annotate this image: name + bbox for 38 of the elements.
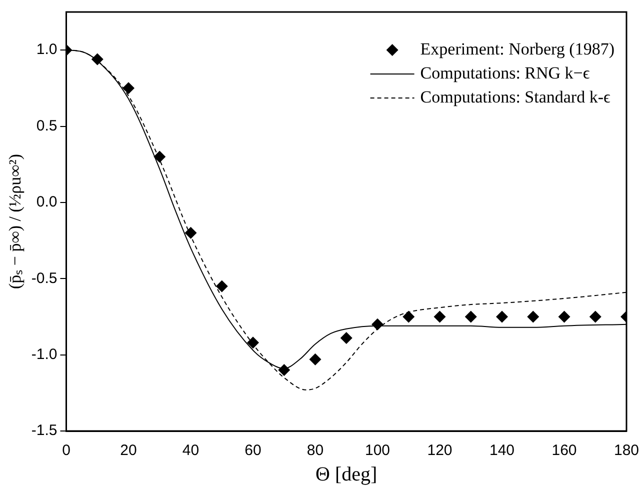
legend-label: Computations: Standard k-ϵ — [420, 87, 611, 106]
x-tick-label: 100 — [364, 442, 390, 460]
x-tick-label: 180 — [614, 442, 639, 460]
point — [246, 336, 259, 349]
point — [216, 280, 228, 292]
point — [402, 310, 415, 323]
x-tick-label: 20 — [120, 442, 137, 460]
y-tick-label: -1.5 — [31, 422, 58, 440]
point — [278, 364, 290, 376]
y-tick-label: 0.5 — [36, 117, 58, 134]
point — [434, 310, 446, 323]
y-tick-label: 1.0 — [36, 41, 58, 58]
x-tick-label: 160 — [552, 442, 577, 460]
y-tick-label: -0.5 — [31, 270, 58, 287]
x-tick-label: 0 — [62, 442, 70, 460]
x-axis-title: Θ [deg] — [316, 463, 378, 486]
y-axis-title: (p̄ₛ − p̄∞) / (½ρu∞²) — [6, 154, 25, 290]
point — [464, 310, 477, 323]
point — [91, 53, 104, 66]
point — [154, 150, 166, 163]
y-tick-label: 0.0 — [36, 194, 58, 211]
legend-label: Computations: RNG k−ϵ — [420, 63, 590, 82]
y-tick-label: -1.0 — [31, 346, 58, 363]
x-tick-label: 60 — [244, 442, 262, 460]
x-tick-label: 80 — [306, 442, 324, 460]
point — [122, 82, 134, 94]
point — [589, 310, 602, 323]
point — [309, 353, 322, 366]
point — [527, 310, 540, 323]
point — [496, 310, 508, 323]
point — [184, 226, 197, 239]
x-tick-label: 40 — [182, 442, 200, 460]
point — [340, 332, 352, 344]
point — [371, 318, 384, 330]
legend-label: Experiment: Norberg (1987) — [420, 39, 614, 58]
x-tick-label: 140 — [489, 442, 515, 460]
x-tick-label: 120 — [427, 442, 452, 460]
point — [558, 310, 570, 323]
